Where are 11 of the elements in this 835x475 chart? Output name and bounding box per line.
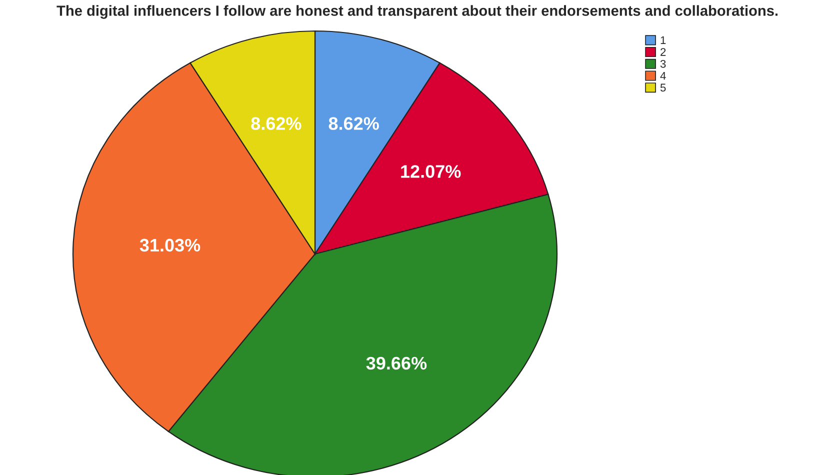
data-label: 31.03% bbox=[140, 238, 200, 252]
data-label: 8.62% bbox=[328, 117, 379, 130]
legend-label: 3 bbox=[660, 60, 666, 68]
legend-label: 2 bbox=[660, 48, 666, 56]
legend-label: 4 bbox=[660, 72, 666, 80]
data-label: 39.66% bbox=[366, 356, 427, 370]
data-label: 8.62% bbox=[251, 117, 302, 130]
legend-label: 5 bbox=[660, 84, 666, 92]
chart-title: The digital influencers I follow are honest and transparent about their endorsements and collaborations. bbox=[56, 5, 778, 19]
legend-label: 1 bbox=[660, 36, 666, 44]
data-label: 12.07% bbox=[401, 165, 461, 178]
